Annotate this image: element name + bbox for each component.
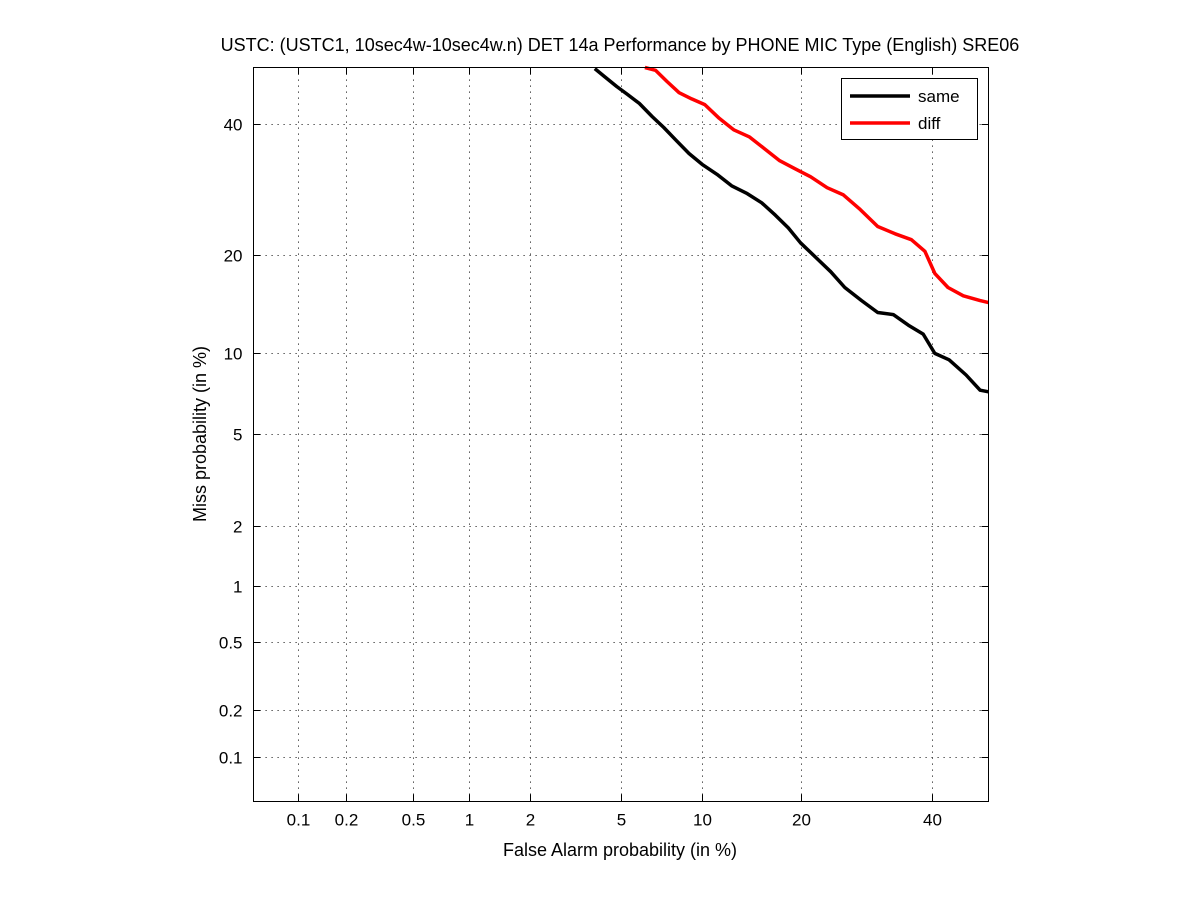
y-tick-label: 20 — [224, 247, 243, 266]
x-tick-label: 2 — [526, 811, 535, 830]
y-tick-label: 10 — [224, 345, 243, 364]
y-tick-label: 0.5 — [219, 634, 243, 653]
y-tick-label: 0.1 — [219, 749, 243, 768]
chart-title: USTC: (USTC1, 10sec4w-10sec4w.n) DET 14a… — [221, 35, 1020, 55]
legend: same diff — [841, 78, 978, 140]
legend-label-same: same — [918, 87, 960, 106]
series-line-same — [593, 67, 989, 394]
x-tick-label: 0.5 — [402, 811, 426, 830]
legend-label-diff: diff — [918, 114, 941, 133]
y-tick-label: 5 — [233, 426, 242, 445]
legend-box — [841, 78, 978, 140]
x-tick-label: 5 — [617, 811, 626, 830]
x-tick-label: 10 — [693, 811, 712, 830]
series-line-diff — [644, 65, 989, 305]
x-tick-label: 0.2 — [335, 811, 359, 830]
y-tick-label: 1 — [233, 578, 242, 597]
x-axis-label: False Alarm probability (in %) — [503, 840, 737, 860]
x-tick-label: 40 — [923, 811, 942, 830]
y-tick-label: 2 — [233, 518, 242, 537]
grid-lines — [253, 67, 989, 802]
x-tick-label: 0.1 — [287, 811, 311, 830]
y-tick-label: 0.2 — [219, 702, 243, 721]
axis-ticks: 0.1 0.2 0.5 1 2 5 10 20 40 0.1 0.2 0.5 1 2 5 10 20 40 — [219, 67, 989, 830]
x-tick-label: 20 — [792, 811, 811, 830]
data-series — [593, 65, 989, 394]
y-tick-label: 40 — [224, 116, 243, 135]
y-axis-label: Miss probability (in %) — [190, 346, 210, 522]
x-tick-label: 1 — [465, 811, 474, 830]
